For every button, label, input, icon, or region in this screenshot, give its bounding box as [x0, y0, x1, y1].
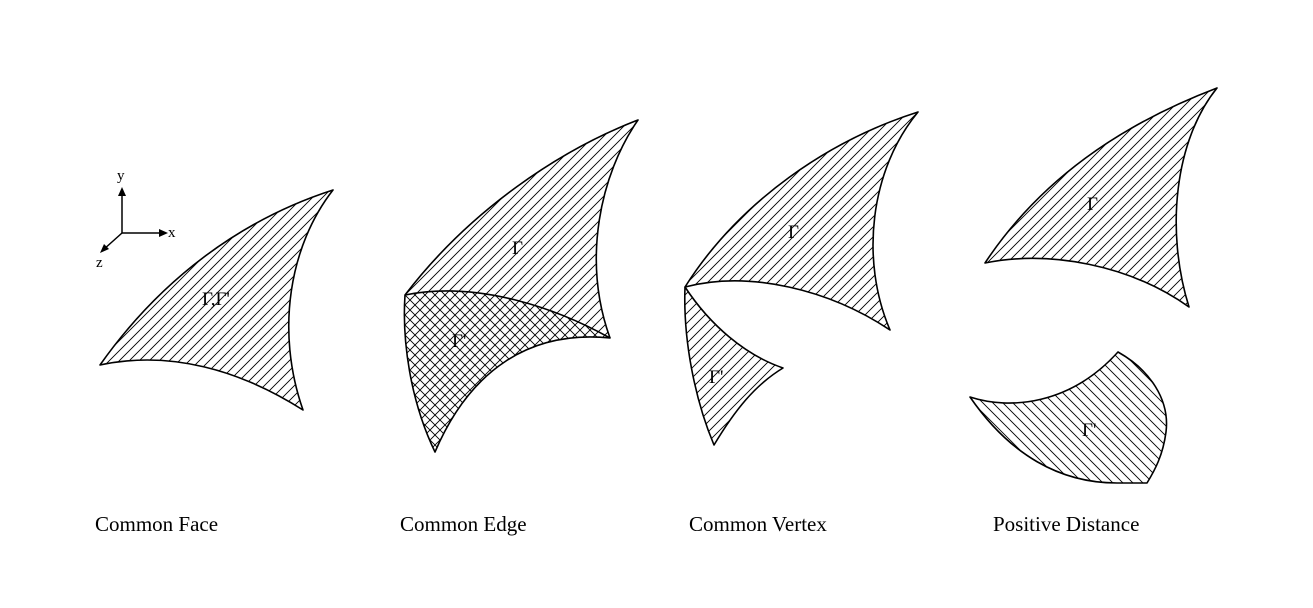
- surface-gamma-prime: [970, 352, 1167, 483]
- axes-icon: y x z: [96, 168, 176, 271]
- label-gamma: Γ: [512, 238, 523, 259]
- surface-gamma: [405, 120, 638, 338]
- label-gamma-prime: Γ': [1082, 420, 1096, 441]
- label-gamma-prime: Γ': [452, 331, 466, 352]
- label-gamma: Γ: [788, 222, 799, 243]
- axis-x-label: x: [168, 225, 176, 241]
- surface-gamma: [985, 88, 1217, 307]
- surface-gamma-prime: [684, 287, 783, 445]
- label-gamma-gamma-prime: Γ,Γ': [202, 289, 230, 310]
- label-gamma-prime: Γ': [709, 367, 723, 388]
- surface-gamma-gamma-prime: [100, 190, 333, 410]
- panel-positive-distance: Γ Γ': [969, 87, 1218, 484]
- panel-common-face: Γ,Γ': [99, 189, 334, 411]
- label-gamma: Γ: [1087, 194, 1098, 215]
- caption-common-face: Common Face: [95, 512, 218, 536]
- axis-z-label: z: [96, 255, 103, 271]
- caption-common-edge: Common Edge: [400, 512, 527, 536]
- caption-common-vertex: Common Vertex: [689, 512, 827, 536]
- axis-y-label: y: [117, 168, 125, 184]
- caption-positive-distance: Positive Distance: [993, 512, 1139, 536]
- panel-common-vertex: Γ Γ': [683, 111, 919, 446]
- panel-common-edge: Γ Γ': [403, 119, 639, 453]
- surface-gamma: [685, 112, 918, 330]
